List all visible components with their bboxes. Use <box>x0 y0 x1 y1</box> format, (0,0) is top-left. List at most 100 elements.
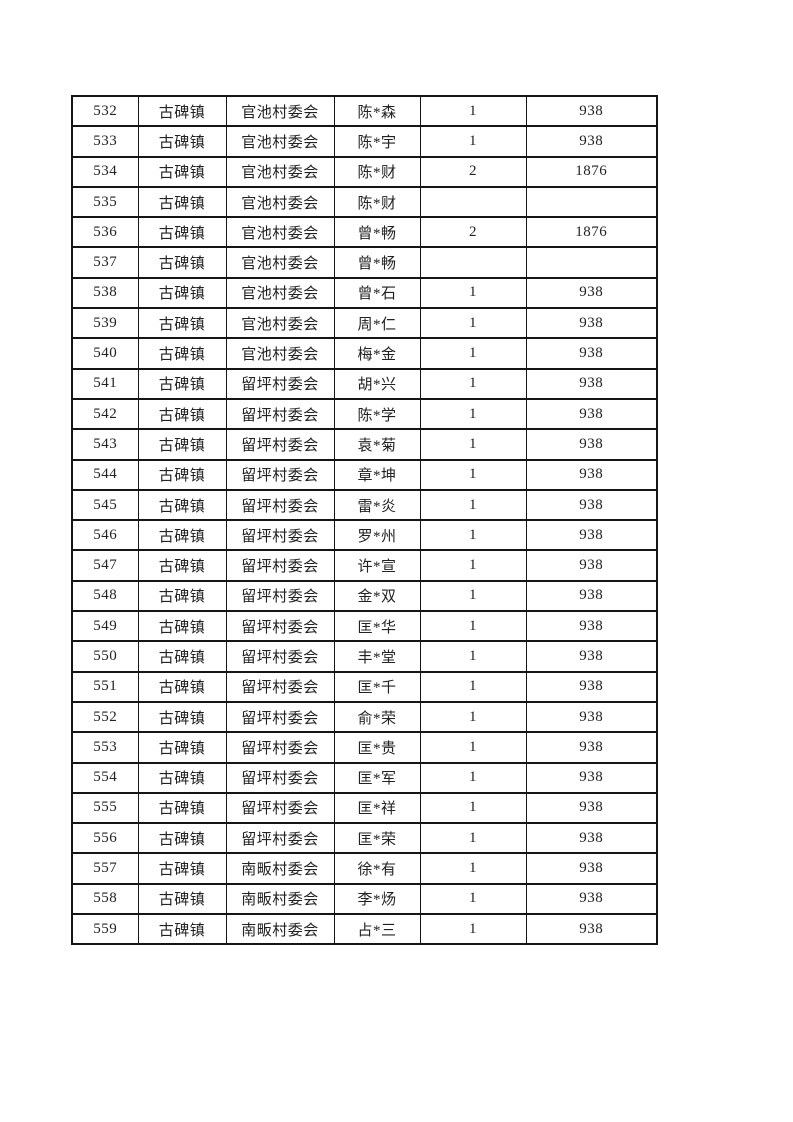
cell-person-name: 匡*军 <box>333 761 421 794</box>
table-row: 534 古碑镇 官池村委会 陈*财 2 1876 <box>71 155 658 188</box>
cell-village-committee: 留坪村委会 <box>225 670 335 703</box>
cell-person-name: 俞*荣 <box>333 700 421 734</box>
cell-person-name: 袁*菊 <box>333 428 421 461</box>
cell-person-name: 匡*华 <box>333 610 421 643</box>
cell-person-name: 周*仁 <box>333 307 421 340</box>
cell-serial-number: 559 <box>71 913 139 946</box>
cell-serial-number: 543 <box>71 428 139 461</box>
cell-village-committee: 留坪村委会 <box>225 397 335 431</box>
cell-amount <box>525 246 658 279</box>
cell-village-committee: 留坪村委会 <box>225 791 335 825</box>
cell-serial-number: 538 <box>71 276 139 310</box>
cell-village-committee: 官池村委会 <box>225 94 335 128</box>
cell-amount: 938 <box>525 852 658 885</box>
cell-count: 1 <box>419 822 527 855</box>
cell-serial-number: 553 <box>71 731 139 764</box>
cell-serial-number: 549 <box>71 610 139 643</box>
cell-serial-number: 534 <box>71 155 139 188</box>
cell-serial-number: 539 <box>71 307 139 340</box>
cell-town: 古碑镇 <box>137 852 227 885</box>
cell-amount: 938 <box>525 94 658 128</box>
cell-amount: 938 <box>525 337 658 370</box>
cell-amount: 1876 <box>525 216 658 249</box>
cell-count: 1 <box>419 458 527 491</box>
cell-village-committee: 南畈村委会 <box>225 852 335 885</box>
cell-town: 古碑镇 <box>137 216 227 249</box>
cell-serial-number: 546 <box>71 519 139 552</box>
table-row: 535 古碑镇 官池村委会 陈*财 <box>71 185 658 219</box>
cell-serial-number: 550 <box>71 640 139 673</box>
cell-serial-number: 533 <box>71 125 139 158</box>
table-row: 545 古碑镇 留坪村委会 雷*炎 1 938 <box>71 488 658 522</box>
cell-village-committee: 官池村委会 <box>225 216 335 249</box>
cell-count: 1 <box>419 94 527 128</box>
cell-count: 1 <box>419 125 527 158</box>
cell-person-name: 陈*学 <box>333 397 421 431</box>
cell-count <box>419 185 527 219</box>
cell-count: 1 <box>419 670 527 703</box>
cell-serial-number: 556 <box>71 822 139 855</box>
cell-village-committee: 官池村委会 <box>225 185 335 219</box>
cell-town: 古碑镇 <box>137 761 227 794</box>
cell-amount: 938 <box>525 428 658 461</box>
cell-village-committee: 官池村委会 <box>225 337 335 370</box>
cell-serial-number: 558 <box>71 882 139 916</box>
cell-town: 古碑镇 <box>137 700 227 734</box>
cell-town: 古碑镇 <box>137 488 227 522</box>
cell-amount <box>525 185 658 219</box>
cell-count: 1 <box>419 488 527 522</box>
cell-person-name: 梅*金 <box>333 337 421 370</box>
cell-town: 古碑镇 <box>137 610 227 643</box>
cell-village-committee: 留坪村委会 <box>225 428 335 461</box>
table-row: 533 古碑镇 官池村委会 陈*宇 1 938 <box>71 125 658 158</box>
table-row: 551 古碑镇 留坪村委会 匡*千 1 938 <box>71 670 658 703</box>
cell-person-name: 章*坤 <box>333 458 421 491</box>
cell-amount: 938 <box>525 307 658 340</box>
cell-amount: 938 <box>525 731 658 764</box>
cell-village-committee: 留坪村委会 <box>225 610 335 643</box>
cell-amount: 938 <box>525 882 658 916</box>
table-body: 532 古碑镇 官池村委会 陈*森 1 938 533 古碑镇 官池村委会 陈*… <box>71 94 658 946</box>
table-row: 554 古碑镇 留坪村委会 匡*军 1 938 <box>71 761 658 794</box>
cell-village-committee: 官池村委会 <box>225 307 335 340</box>
cell-count: 1 <box>419 337 527 370</box>
cell-amount: 938 <box>525 125 658 158</box>
cell-count: 1 <box>419 610 527 643</box>
cell-count: 2 <box>419 216 527 249</box>
table-row: 543 古碑镇 留坪村委会 袁*菊 1 938 <box>71 428 658 461</box>
cell-town: 古碑镇 <box>137 913 227 946</box>
table-row: 556 古碑镇 留坪村委会 匡*荣 1 938 <box>71 822 658 855</box>
cell-amount: 938 <box>525 488 658 522</box>
table-row: 559 古碑镇 南畈村委会 占*三 1 938 <box>71 913 658 946</box>
cell-count: 1 <box>419 761 527 794</box>
cell-person-name: 徐*有 <box>333 852 421 885</box>
cell-town: 古碑镇 <box>137 731 227 764</box>
cell-person-name: 陈*财 <box>333 185 421 219</box>
cell-town: 古碑镇 <box>137 94 227 128</box>
cell-town: 古碑镇 <box>137 246 227 279</box>
table-row: 540 古碑镇 官池村委会 梅*金 1 938 <box>71 337 658 370</box>
cell-amount: 938 <box>525 913 658 946</box>
cell-serial-number: 554 <box>71 761 139 794</box>
cell-amount: 1876 <box>525 155 658 188</box>
table-row: 538 古碑镇 官池村委会 曾*石 1 938 <box>71 276 658 310</box>
cell-serial-number: 545 <box>71 488 139 522</box>
cell-village-committee: 留坪村委会 <box>225 488 335 522</box>
cell-town: 古碑镇 <box>137 791 227 825</box>
cell-village-committee: 留坪村委会 <box>225 822 335 855</box>
cell-person-name: 丰*堂 <box>333 640 421 673</box>
table-row: 532 古碑镇 官池村委会 陈*森 1 938 <box>71 94 658 128</box>
cell-town: 古碑镇 <box>137 155 227 188</box>
cell-count: 1 <box>419 307 527 340</box>
cell-village-committee: 留坪村委会 <box>225 549 335 582</box>
table-row: 541 古碑镇 留坪村委会 胡*兴 1 938 <box>71 367 658 400</box>
cell-town: 古碑镇 <box>137 185 227 219</box>
cell-serial-number: 551 <box>71 670 139 703</box>
cell-amount: 938 <box>525 700 658 734</box>
cell-serial-number: 547 <box>71 549 139 582</box>
cell-amount: 938 <box>525 791 658 825</box>
table-row: 558 古碑镇 南畈村委会 李*炀 1 938 <box>71 882 658 916</box>
cell-person-name: 匡*千 <box>333 670 421 703</box>
table-row: 537 古碑镇 官池村委会 曾*畅 <box>71 246 658 279</box>
